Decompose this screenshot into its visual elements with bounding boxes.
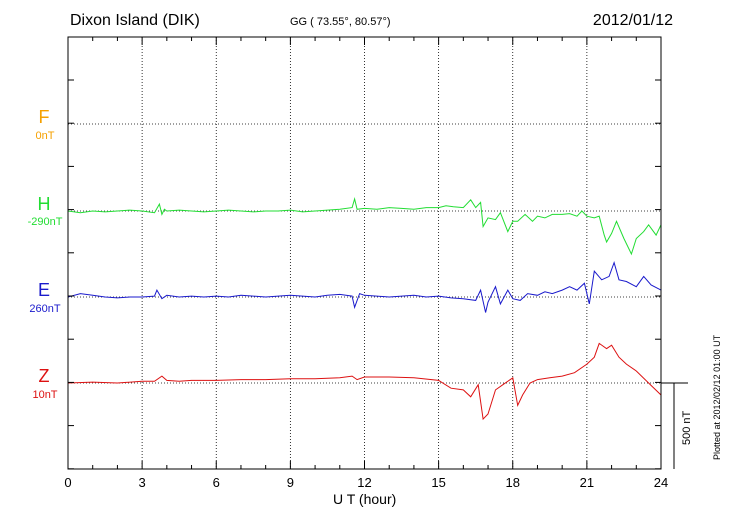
x-tick-label-3: 3 <box>138 475 146 490</box>
x-tick-label-12: 12 <box>357 475 372 490</box>
channel-name-Z: Z <box>38 366 50 386</box>
channel-name-F: F <box>38 107 50 127</box>
channel-name-H: H <box>37 194 51 214</box>
x-tick-label-18: 18 <box>505 475 520 490</box>
scale-bar <box>661 382 688 469</box>
grid-lines <box>68 37 661 469</box>
channel-baseline-E: 260nT <box>29 303 61 315</box>
series-line-E <box>67 260 662 313</box>
date-label: 2012/01/12 <box>592 12 673 29</box>
x-tick-label-0: 0 <box>64 475 72 490</box>
x-tick-label-6: 6 <box>212 475 220 490</box>
plotted-timestamp: Plotted at 2012/02/12 01:00 UT <box>712 334 722 460</box>
channel-name-E: E <box>37 280 50 300</box>
x-tick-label-24: 24 <box>653 475 669 490</box>
series-line-H <box>67 197 662 256</box>
series-line-Z <box>67 342 662 421</box>
traces <box>67 197 662 421</box>
channel-baseline-Z: 10nT <box>32 389 58 401</box>
coordinates-label: GG ( 73.55°, 80.57°) <box>290 16 391 28</box>
axis-ticks <box>67 37 662 470</box>
channel-baseline-F: 0nT <box>35 130 55 142</box>
channel-baseline-H: -290nT <box>27 216 63 228</box>
x-tick-label-15: 15 <box>431 475 446 490</box>
x-tick-label-9: 9 <box>286 475 294 490</box>
x-tick-label-21: 21 <box>579 475 595 490</box>
x-axis-label: U T (hour) <box>333 491 397 507</box>
scale-bar-label: 500 nT <box>681 410 693 445</box>
station-title: Dixon Island (DIK) <box>70 12 200 29</box>
